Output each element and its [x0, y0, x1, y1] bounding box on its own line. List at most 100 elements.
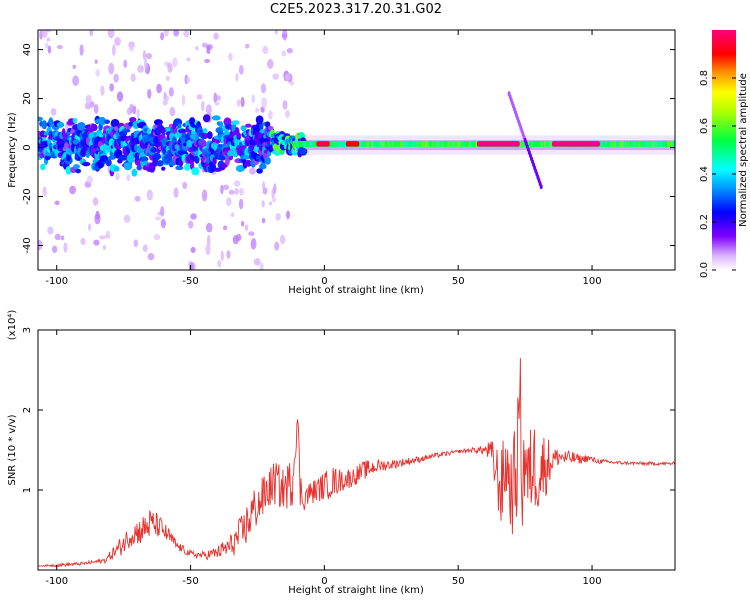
- spectrogram-xtick-label: 0: [321, 276, 327, 287]
- spectrogram-speckle: [111, 44, 116, 56]
- spectrogram-speckle: [51, 245, 58, 253]
- spectrogram-speckle: [50, 108, 57, 116]
- spectrogram-speckle: [137, 64, 145, 73]
- spectrogram-speckle: [126, 174, 131, 182]
- spectrogram-cell: [175, 165, 184, 171]
- colorbar-gradient: [712, 30, 736, 270]
- spectrogram-ticks: -100 -50 0 50 100 -40 -20 0 20 40: [22, 30, 675, 287]
- spectrogram-speckle: [54, 200, 60, 206]
- spectrogram-frame: [37, 29, 676, 271]
- spectrogram-speckle: [63, 242, 68, 253]
- spectrogram-speckle: [233, 180, 241, 187]
- spectrogram-speckle: [160, 32, 164, 41]
- spectrogram-speckle: [230, 212, 235, 218]
- spectrogram-speckle: [204, 58, 211, 64]
- spectrogram-speckle: [255, 107, 260, 114]
- spectrogram-speckle: [284, 73, 291, 81]
- spectrogram-xtick-label: -100: [45, 276, 68, 287]
- spectrogram-cell: [212, 156, 217, 165]
- spectrogram-speckle: [186, 57, 191, 62]
- spectrogram-cell: [200, 139, 207, 147]
- spectrogram-speckle: [147, 252, 155, 261]
- spectrogram-speckle: [205, 104, 212, 116]
- spectrogram-speckle: [250, 237, 257, 250]
- spectrogram-speckle: [206, 234, 211, 247]
- spectrogram-speckle: [69, 185, 77, 195]
- spectrogram-xtick-label: 100: [582, 276, 601, 287]
- spectrogram-speckle: [260, 83, 267, 94]
- spectrogram-cell: [235, 164, 245, 173]
- colorbar-tick-label: 0.0: [699, 262, 710, 278]
- spectrogram-speckle: [238, 187, 244, 196]
- spectrogram-cell: [90, 123, 98, 132]
- spectrogram-speckle: [38, 239, 43, 251]
- spectrogram-speckle: [95, 69, 100, 77]
- spectrogram-cell: [82, 161, 91, 167]
- spectrogram-speckle: [123, 214, 131, 224]
- spectrogram-speckle: [274, 30, 278, 35]
- spectrogram-speckle: [155, 216, 162, 221]
- spectrogram-speckle: [232, 235, 239, 245]
- spectrogram-speckle: [169, 106, 176, 117]
- spectrogram-cell: [298, 147, 308, 155]
- spectrogram-cell: [213, 167, 223, 172]
- spectrogram-heatmap: [38, 30, 675, 270]
- spectrogram-speckle: [165, 75, 170, 82]
- snr-ylabel: SNR (10 * v/v): [7, 414, 18, 485]
- spectrogram-speckle: [206, 45, 211, 55]
- spectrogram-cell: [211, 115, 221, 121]
- spectrogram-speckle: [268, 201, 273, 206]
- spectrogram-speckle: [107, 30, 115, 39]
- spectrogram-cell: [191, 167, 200, 176]
- spectrogram-speckle: [186, 76, 191, 84]
- spectrogram-cell: [202, 114, 211, 123]
- spectrogram-speckle: [235, 73, 239, 82]
- snr-xtick-label: -50: [182, 576, 198, 587]
- spectrogram-speckle: [167, 62, 173, 73]
- spectrogram-speckle: [196, 94, 203, 100]
- spectrogram-cell: [131, 168, 138, 177]
- spectrogram-speckle: [240, 96, 245, 108]
- spectrogram-cell: [240, 125, 247, 132]
- spectrogram-cell: [161, 166, 166, 171]
- spectrogram-speckle: [281, 33, 288, 38]
- spectrogram-speckle: [205, 244, 211, 256]
- spectrogram-cell: [98, 116, 107, 126]
- spectrogram-speckle: [79, 44, 84, 56]
- spectrogram-speckle: [267, 59, 274, 69]
- spectrogram-speckle: [217, 259, 222, 268]
- spectrogram-speckle: [160, 205, 165, 217]
- spectrogram-speckle: [153, 234, 161, 241]
- snr-panel: -100 -50 0 50 100 1 2 3 Height of straight line…: [7, 310, 676, 596]
- spectrogram-speckle: [109, 83, 115, 92]
- snr-xtick-label: 100: [582, 576, 601, 587]
- spectrogram-speckle: [80, 237, 86, 246]
- spectrogram-speckle: [262, 45, 269, 55]
- page-title: C2E5.2023.317.20.31.G02: [269, 2, 443, 17]
- spectrogram-cell: [268, 125, 274, 131]
- spectrogram-speckle: [46, 37, 51, 42]
- spectrogram-speckle: [253, 258, 261, 266]
- spectrogram-speckle: [182, 181, 188, 190]
- spectrogram-speckle: [95, 210, 100, 220]
- spectrogram-xlabel: Height of straight line (km): [288, 285, 424, 296]
- spectrogram-speckle: [216, 95, 221, 101]
- spectrogram-speckle: [244, 43, 250, 49]
- spectrogram-speckle: [195, 46, 199, 51]
- snr-frame: [37, 329, 676, 571]
- spectrogram-ytick-label: -20: [22, 188, 33, 204]
- spectrogram-speckle: [238, 198, 244, 210]
- spectrogram-cell: [105, 159, 112, 167]
- spectrogram-cell: [259, 163, 267, 170]
- snr-xlabel: Height of straight line (km): [288, 585, 424, 596]
- spectrogram-speckle: [100, 85, 105, 96]
- spectrogram-speckle: [279, 234, 286, 245]
- spectrogram-speckle: [163, 30, 169, 37]
- spectrogram-cell: [75, 168, 82, 174]
- spectrogram-cell: [231, 120, 240, 126]
- spectrogram-speckle: [133, 239, 139, 248]
- spectrogram-speckle: [272, 73, 280, 80]
- spectrogram-cell: [156, 160, 164, 167]
- spectrogram-cell: [244, 159, 253, 167]
- spectrogram-cell: [150, 146, 157, 153]
